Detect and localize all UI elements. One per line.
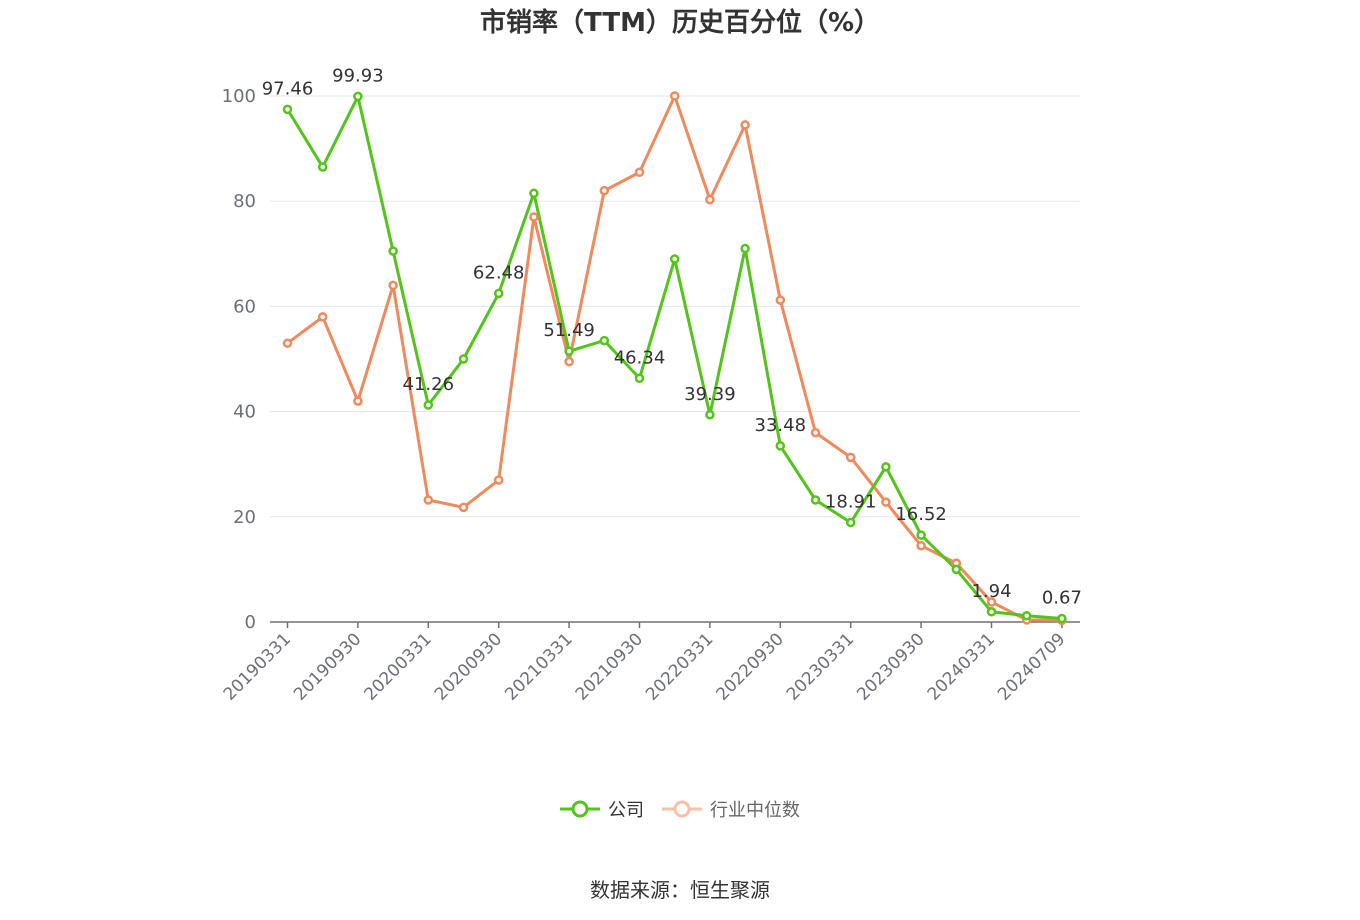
data-label: 1.94 [971,581,1011,602]
data-point [388,280,398,291]
y-tick-label: 20 [233,507,256,528]
y-tick-label: 60 [233,296,256,317]
y-tick-label: 80 [233,191,256,212]
data-source-note: 数据来源：恒生聚源 [590,878,770,902]
data-point [1021,610,1032,621]
x-tick-label: 20220331 [642,629,717,704]
data-point [705,410,715,420]
data-point [1057,613,1067,624]
data-point [775,295,786,305]
x-tick-label: 20190331 [220,629,295,704]
x-tick-label: 20230331 [783,629,858,704]
data-point [951,564,962,575]
data-label: 99.93 [332,65,384,86]
data-point [634,373,645,384]
data-point [634,167,645,178]
legend-label-industry: 行业中位数 [710,800,800,821]
data-point [810,427,821,438]
data-point [916,530,926,540]
data-point [986,597,997,607]
data-label: 46.34 [614,347,666,368]
data-point [493,288,504,299]
x-tick-label: 20200331 [361,629,436,704]
data-point [282,338,293,348]
data-point [705,194,715,205]
data-point [881,462,891,472]
axis-layer: 0 20 40 60 80 100 2019033120190930202003312020… [220,86,1080,705]
y-tick-label: 0 [245,612,256,633]
y-tick-label: 40 [233,402,256,423]
label-layer: 97.46 99.93 41.26 62.48 51.49 46.34 39.39 33.48… [262,65,1082,608]
data-point [845,452,856,463]
data-point [564,356,574,367]
data-label: 16.52 [895,504,947,525]
data-label: 41.26 [403,374,455,395]
data-point [458,354,469,364]
x-tick-label: 20190930 [290,629,365,704]
x-tick-label: 20200930 [431,629,506,704]
legend-item-company[interactable]: 公司 [560,796,644,822]
x-tick-label: 20220930 [713,629,788,704]
data-point [529,212,539,222]
series-line [286,94,1062,622]
x-tick-label: 20210930 [572,629,647,704]
data-point [564,346,574,356]
data-label: 51.49 [543,320,595,341]
data-point [353,396,363,406]
data-label: 18.91 [825,492,877,513]
data-point [493,475,504,485]
data-point [599,335,610,346]
data-point [986,607,997,617]
legend-item-industry[interactable]: 行业中位数 [662,796,800,822]
data-point [669,91,680,101]
data-point [669,254,680,264]
data-point [916,540,926,551]
data-point [529,188,539,199]
data-point [810,495,821,505]
legend: 公司 行业中位数 [0,796,1360,822]
x-tick-label: 20240709 [994,629,1069,704]
data-point [458,502,469,513]
y-tick-label: 100 [222,86,256,107]
legend-marker-company [560,800,600,818]
x-tick-label: 20240331 [924,629,999,704]
grid-layer [270,95,1080,518]
data-point [353,91,363,102]
x-tick-label: 20230930 [853,629,928,704]
point-layer [282,91,1067,626]
data-point [388,246,398,256]
legend-marker-industry [662,800,702,818]
data-label: 97.46 [262,78,314,99]
data-label: 39.39 [684,384,736,405]
data-point [317,162,328,172]
data-label: 62.48 [473,262,525,283]
data-point [423,495,434,505]
data-point [740,243,750,254]
data-label: 33.48 [755,415,807,436]
x-tick-label: 20210331 [501,629,576,704]
data-point [282,104,293,115]
data-point [317,312,328,322]
data-label: 0.67 [1042,587,1082,608]
line-layer [286,94,1063,622]
data-point [775,441,786,451]
data-point [881,497,891,507]
legend-label-company: 公司 [608,800,644,821]
data-point [740,120,750,130]
data-point [423,400,434,410]
chart-title: 市销率（TTM）历史百分位（%） [480,8,880,38]
data-point [845,517,856,528]
data-point [599,185,610,196]
